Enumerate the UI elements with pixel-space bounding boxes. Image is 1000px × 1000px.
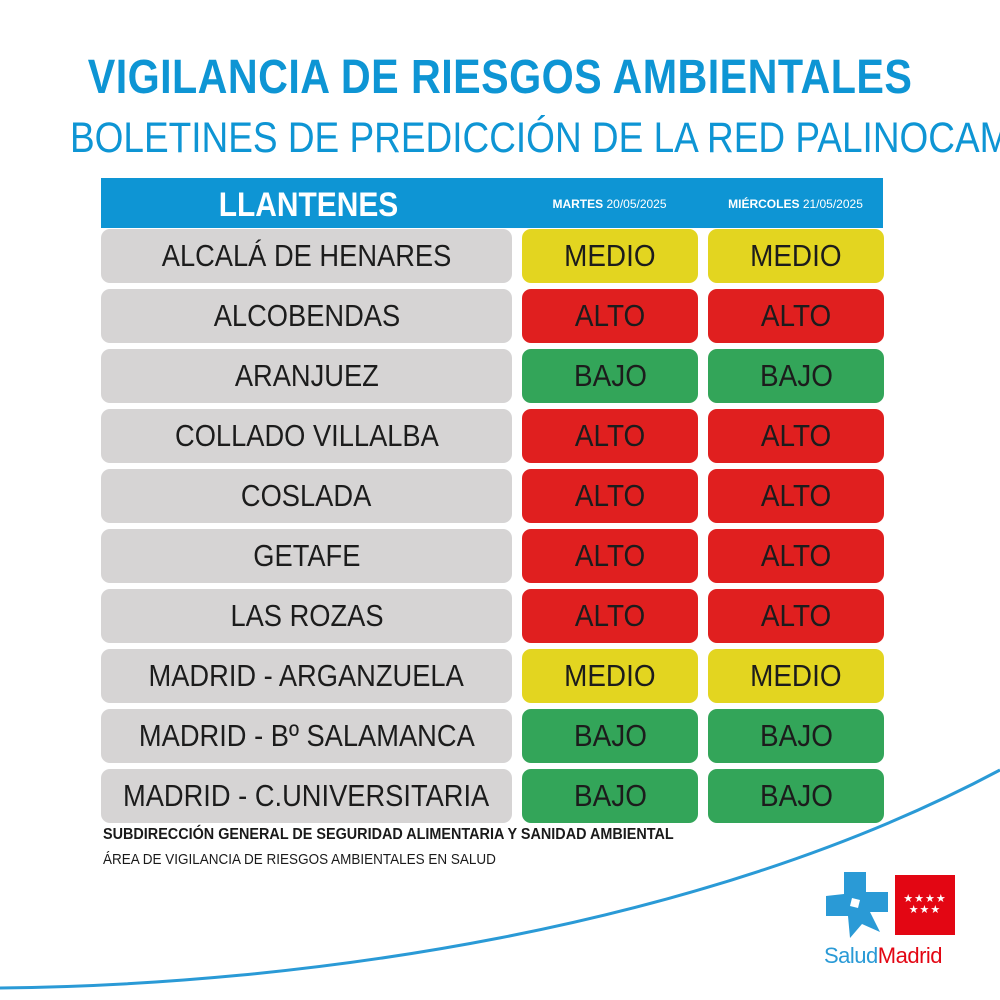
pollen-type-label: LLANTENES (218, 186, 399, 224)
footer-area: ÁREA DE VIGILANCIA DE RIESGOS AMBIENTALE… (103, 851, 496, 868)
level-day2: ALTO (708, 529, 884, 583)
level-day1: ALTO (522, 469, 698, 523)
level-day2: BAJO (708, 709, 884, 763)
level-day1: ALTO (522, 529, 698, 583)
day1-header: MARTES 20/05/2025 (522, 197, 697, 211)
day2-name: MIÉRCOLES (728, 197, 800, 211)
salud-madrid-cross-icon (826, 872, 888, 938)
level-day1: BAJO (522, 349, 698, 403)
day1-name: MARTES (552, 197, 604, 211)
level-day2: BAJO (708, 769, 884, 823)
level-day1: BAJO (522, 709, 698, 763)
level-day1: ALTO (522, 589, 698, 643)
level-day2: ALTO (708, 589, 884, 643)
page-title: VIGILANCIA DE RIESGOS AMBIENTALES (87, 51, 913, 104)
footer-department: SUBDIRECCIÓN GENERAL DE SEGURIDAD ALIMEN… (103, 826, 674, 843)
station-name: ARANJUEZ (101, 349, 512, 403)
level-day2: ALTO (708, 469, 884, 523)
station-name: COSLADA (101, 469, 512, 523)
station-name: ALCOBENDAS (101, 289, 512, 343)
station-name: COLLADO VILLALBA (101, 409, 512, 463)
level-day1: ALTO (522, 409, 698, 463)
level-day2: BAJO (708, 349, 884, 403)
station-name: MADRID - ARGANZUELA (101, 649, 512, 703)
station-name: MADRID - Bº SALAMANCA (101, 709, 512, 763)
day2-header: MIÉRCOLES 21/05/2025 (708, 197, 883, 211)
madrid-flag-icon: ★★★★ ★★★ (895, 875, 955, 935)
level-day1: MEDIO (522, 649, 698, 703)
station-name: MADRID - C.UNIVERSITARIA (101, 769, 512, 823)
level-day2: ALTO (708, 409, 884, 463)
salud-madrid-logo-text: SaludMadrid (824, 943, 943, 968)
station-name: GETAFE (101, 529, 512, 583)
day2-date: 21/05/2025 (802, 197, 863, 211)
level-day2: MEDIO (708, 229, 884, 283)
page-subtitle: BOLETINES DE PREDICCIÓN DE LA RED PALINO… (70, 114, 1000, 162)
day1-date: 20/05/2025 (606, 197, 667, 211)
station-name: ALCALÁ DE HENARES (101, 229, 512, 283)
level-day1: MEDIO (522, 229, 698, 283)
level-day2: MEDIO (708, 649, 884, 703)
level-day1: BAJO (522, 769, 698, 823)
flag-stars: ★★★★ ★★★ (903, 893, 947, 916)
level-day2: ALTO (708, 289, 884, 343)
table-header: LLANTENES MARTES 20/05/2025 MIÉRCOLES 21… (101, 178, 883, 228)
station-name: LAS ROZAS (101, 589, 512, 643)
level-day1: ALTO (522, 289, 698, 343)
